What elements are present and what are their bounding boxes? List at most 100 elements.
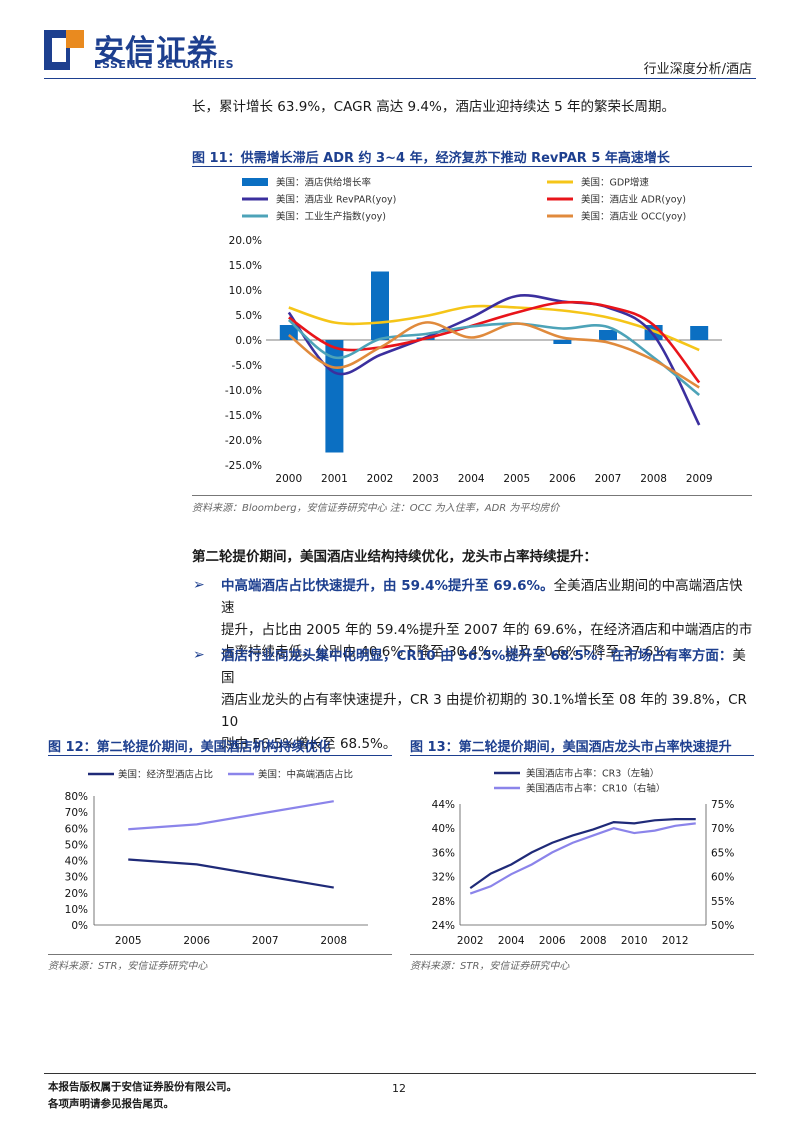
fig12-title: 图 12：第二轮提价期间，美国酒店机构持续优化	[48, 740, 331, 755]
x-tick-label: 2004	[498, 935, 525, 947]
fig12-rule	[48, 755, 392, 756]
y-tick-label: -10.0%	[225, 385, 262, 397]
series-line-1	[128, 800, 334, 831]
x-tick-label: 2007	[252, 935, 279, 947]
y-left-tick-label: 44%	[432, 799, 455, 811]
x-tick-label: 2008	[320, 935, 347, 947]
y-left-tick-label: 36%	[432, 847, 455, 859]
header-rule	[44, 78, 756, 79]
y-tick-label: 60%	[65, 823, 88, 835]
y-tick-label: 10.0%	[229, 285, 262, 297]
y-tick-label: -20.0%	[225, 435, 262, 447]
logo-icon	[44, 30, 84, 70]
y-tick-label: 15.0%	[229, 260, 262, 272]
footer-disclaimer: 各项声明请参见报告尾页。	[48, 1098, 174, 1110]
series-line-1	[469, 822, 696, 895]
bullet2-line3: 则由 56.5%增长至 68.5%。	[221, 736, 397, 752]
series-line-1	[288, 304, 700, 352]
bar-supply-2009	[690, 326, 709, 340]
y-tick-label: 50%	[65, 839, 88, 851]
y-left-tick-label: 40%	[432, 823, 455, 835]
logo-subtitle: ESSENCE SECURITIES	[94, 58, 235, 71]
fig12-source: 资料来源：STR，安信证券研究中心	[48, 961, 208, 972]
x-tick-label: 2010	[621, 935, 648, 947]
x-tick-label: 2005	[115, 935, 142, 947]
fig13-chart: 美国酒店市占率：CR3（左轴） 美国酒店市占率：CR10（右轴） 44% 40% 36…	[432, 768, 735, 948]
fig13-rule	[410, 755, 754, 756]
y-tick-label: -5.0%	[232, 360, 262, 372]
legend-label-0: 美国：经济型酒店占比	[118, 769, 213, 781]
series-line-0	[128, 858, 334, 889]
footer-rule	[44, 1073, 756, 1074]
legend-label-4: 美国：工业生产指数(yoy)	[276, 211, 386, 223]
section2-heading: 第二轮提价期间，美国酒店业结构持续优化，龙头市占率持续提升：	[192, 549, 597, 565]
y-tick-label: 20.0%	[229, 235, 262, 247]
y-tick-label: 70%	[65, 807, 88, 819]
series-line-0	[469, 818, 696, 889]
bullet2: 酒店行业向龙头集中化明显，CR10 由 56.5%提升至 68.5%：在市场占有…	[221, 645, 756, 755]
y-right-tick-label: 75%	[711, 799, 734, 811]
y-right-tick-label: 50%	[711, 920, 734, 932]
y-tick-label: -15.0%	[225, 410, 262, 422]
legend-label-1: 美国：GDP增速	[581, 177, 649, 189]
x-tick-label: 2002	[457, 935, 484, 947]
y-tick-label: 80%	[65, 791, 88, 803]
series-line-4	[287, 318, 701, 397]
x-tick-label: 2006	[549, 473, 576, 485]
x-tick-label: 2002	[367, 473, 394, 485]
legend-label-1: 美国酒店市占率：CR10（右轴）	[526, 783, 665, 795]
y-left-tick-label: 32%	[432, 872, 455, 884]
y-tick-label: 30%	[65, 872, 88, 884]
legend-label-0: 美国：酒店供给增长率	[276, 177, 372, 189]
fig13-source-rule	[410, 954, 754, 955]
x-tick-label: 2005	[503, 473, 530, 485]
fig13-legend: 美国酒店市占率：CR3（左轴） 美国酒店市占率：CR10（右轴）	[494, 768, 665, 795]
fig11-rule	[192, 166, 752, 167]
y-right-tick-label: 55%	[711, 896, 734, 908]
y-left-tick-label: 28%	[432, 896, 455, 908]
y-tick-label: 5.0%	[235, 310, 262, 322]
fig13-title: 图 13：第二轮提价期间，美国酒店龙头市占率快速提升	[410, 740, 732, 755]
bullet-arrow-icon: ➢	[193, 577, 205, 593]
bullet1-line3: 占率持续走低，分别由 40.6%下降至 30.4%、以及 50.6%下降至 37…	[221, 644, 680, 660]
bullet2-line2: 酒店业龙头的占有率快速提升，CR 3 由提价初期的 30.1%增长至 08 年的…	[221, 692, 747, 730]
y-left-tick-label: 24%	[432, 920, 455, 932]
legend-label-5: 美国：酒店业 OCC(yoy)	[581, 211, 686, 223]
x-tick-label: 2006	[539, 935, 566, 947]
y-tick-label: 10%	[65, 904, 88, 916]
legend-label-0: 美国酒店市占率：CR3（左轴）	[526, 768, 659, 780]
fig12-source-rule	[48, 954, 392, 955]
fig11-title: 图 11：供需增长滞后 ADR 约 3~4 年，经济复苏下推动 RevPAR 5…	[192, 151, 670, 166]
x-tick-label: 2001	[321, 473, 348, 485]
y-right-tick-label: 70%	[711, 823, 734, 835]
page-number: 12	[392, 1082, 406, 1095]
x-tick-label: 2000	[275, 473, 302, 485]
y-right-tick-label: 65%	[711, 847, 734, 859]
x-tick-label: 2009	[686, 473, 713, 485]
x-tick-label: 2008	[640, 473, 667, 485]
bullet2-tail: 美国	[221, 648, 746, 686]
fig11-source: 资料来源：Bloomberg，安信证券研究中心 注：OCC 为入住率，ADR 为…	[192, 503, 560, 514]
x-tick-label: 2008	[580, 935, 607, 947]
x-tick-label: 2003	[412, 473, 439, 485]
y-right-tick-label: 60%	[711, 872, 734, 884]
legend-label-1: 美国：中高端酒店占比	[258, 769, 353, 781]
bar-supply-2000	[279, 325, 298, 340]
y-tick-label: 40%	[65, 856, 88, 868]
bullet-arrow-icon: ➢	[193, 647, 205, 663]
fig11-source-rule	[192, 495, 752, 496]
x-tick-label: 2007	[595, 473, 622, 485]
footer-copyright: 本报告版权属于安信证券股份有限公司。	[48, 1081, 237, 1093]
y-tick-label: -25.0%	[225, 460, 262, 472]
intro-text: 长，累计增长 63.9%，CAGR 高达 9.4%，酒店业迎持续达 5 年的繁荣…	[192, 99, 675, 115]
logo-text: 安信证券	[94, 34, 218, 69]
bullet1-line2: 提升，占比由 2005 年的 59.4%提升至 2007 年的 69.6%，在经…	[221, 622, 753, 638]
legend-label-3: 美国：酒店业 ADR(yoy)	[581, 194, 686, 206]
legend-label-2: 美国：酒店业 RevPAR(yoy)	[276, 194, 396, 206]
y-tick-label: 0.0%	[235, 335, 262, 347]
fig13-source: 资料来源：STR，安信证券研究中心	[410, 961, 570, 972]
report-section: 行业深度分析/酒店	[643, 62, 752, 77]
fig12-chart: 美国：经济型酒店占比 美国：中高端酒店占比 80% 70% 60% 50% 40% 30% 2…	[65, 769, 368, 947]
